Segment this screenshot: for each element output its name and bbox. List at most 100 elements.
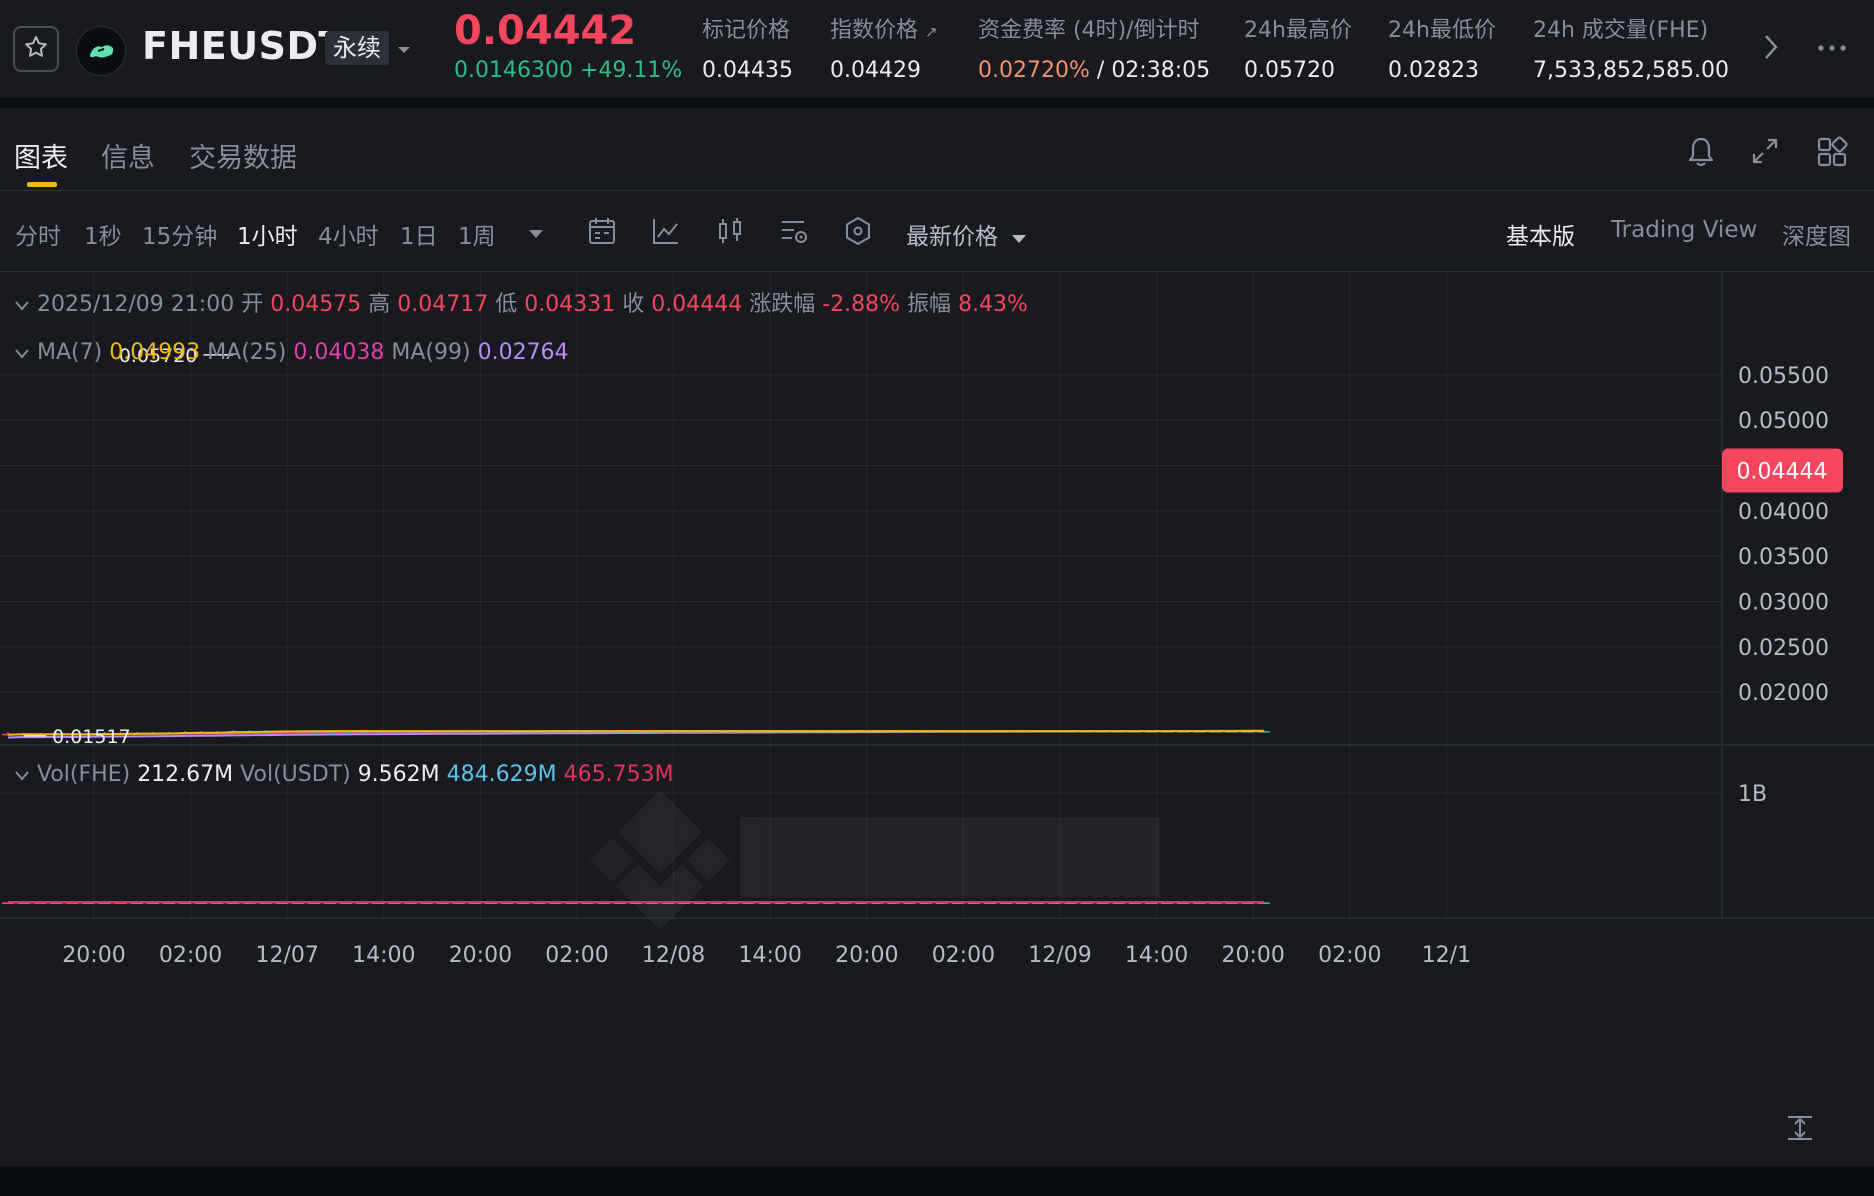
contract-type-badge: 永续 <box>325 31 389 65</box>
time-tick-label: 12/07 <box>255 943 318 968</box>
stat-value: 0.04429 <box>830 58 921 83</box>
price-tick-label: 0.05500 <box>1738 364 1829 389</box>
time-tick-label: 14:00 <box>738 943 801 968</box>
time-tick-label: 14:00 <box>1125 943 1188 968</box>
ma7-polyline <box>7 730 1264 736</box>
ma7-value: 0.04993 <box>109 340 201 365</box>
interval-15m[interactable]: 15分钟 <box>142 224 218 250</box>
candlestick-chart[interactable]: 0.055000.050000.045000.040000.035000.030… <box>0 272 1874 1162</box>
time-tick-label: 02:00 <box>932 943 995 968</box>
legend-high: 0.04717 <box>397 292 489 317</box>
calendar-icon[interactable] <box>586 215 618 251</box>
legend-open-label: 开 <box>241 292 264 317</box>
last-price: 0.04442 <box>454 8 637 54</box>
collapse-caret-icon[interactable] <box>14 762 30 787</box>
time-tick-label: 20:00 <box>835 943 898 968</box>
hexagon-settings-icon[interactable] <box>842 215 874 251</box>
bell-icon[interactable] <box>1686 136 1716 172</box>
stat-value: 0.02720% / 02:38:05 <box>978 58 1210 83</box>
candlestick-type-icon[interactable] <box>714 215 746 251</box>
interval-1w[interactable]: 1周 <box>458 224 496 250</box>
caret-down-icon <box>1012 235 1027 243</box>
caret-down-icon[interactable] <box>397 40 411 59</box>
price-type-select[interactable]: 最新价格 <box>906 217 1027 251</box>
time-tick-label: 12/1 <box>1422 943 1471 968</box>
axes: 0.055000.050000.045000.040000.035000.030… <box>62 364 1829 968</box>
layout-grid-icon[interactable] <box>1816 136 1848 172</box>
funding-countdown: 02:38:05 <box>1111 58 1211 83</box>
coin-logo-icon <box>76 26 126 76</box>
view-tradingview[interactable]: Trading View <box>1611 217 1758 243</box>
legend-amplitude-label: 振幅 <box>907 292 952 317</box>
interval-1d[interactable]: 1日 <box>400 224 438 250</box>
bottom-divider <box>0 1166 1874 1196</box>
collapse-caret-icon[interactable] <box>14 340 30 365</box>
current-price-tag <box>1722 448 1843 493</box>
scale-reset-icon[interactable] <box>1784 1114 1816 1146</box>
ma7-label: MA(7) <box>37 340 103 365</box>
indicator-chart-icon[interactable] <box>650 215 682 251</box>
tab-info[interactable]: 信息 <box>101 143 155 174</box>
time-tick-label: 14:00 <box>352 943 415 968</box>
stat-value: 0.05720 <box>1244 58 1335 83</box>
stat-24h-volume: 24h 成交量(FHE) 7,533,852,585.00 <box>1533 12 1729 83</box>
stat-mark-price: 标记价格 0.04435 <box>702 12 793 83</box>
legend-low: 0.04331 <box>524 292 616 317</box>
legend-change: -2.88% <box>822 292 901 317</box>
tab-chart[interactable]: 图表 <box>14 143 68 174</box>
max-price-label: 0.05720 <box>119 345 198 367</box>
vol-usdt-label: Vol(USDT) <box>240 762 351 787</box>
interval-4h[interactable]: 4小时 <box>318 224 379 250</box>
tab-trading-data[interactable]: 交易数据 <box>189 143 297 174</box>
view-depth[interactable]: 深度图 <box>1782 224 1851 250</box>
chart-settings-icon[interactable] <box>778 215 810 251</box>
time-tick-label: 02:00 <box>159 943 222 968</box>
interval-timeline[interactable]: 分时 <box>15 224 61 250</box>
stat-label-text: 指数价格 <box>830 18 919 43</box>
stat-value: 0.04435 <box>702 58 793 83</box>
vol-fhe-value: 212.67M <box>137 762 234 787</box>
funding-separator: / <box>1096 58 1105 83</box>
min-price-label: 0.01517 <box>52 726 131 748</box>
chart-area[interactable]: 0.055000.050000.045000.040000.035000.030… <box>0 272 1874 1162</box>
time-tick-label: 20:00 <box>449 943 512 968</box>
stat-label: 24h最低价 <box>1388 18 1496 43</box>
time-tick-label: 20:00 <box>62 943 125 968</box>
chart-tabs: 图表 信息 交易数据 <box>0 108 1874 190</box>
symbol-name[interactable]: FHEUSDT <box>142 24 345 68</box>
price-type-label: 最新价格 <box>906 224 998 250</box>
interval-caret-down-icon[interactable] <box>528 224 544 243</box>
expand-icon[interactable] <box>1750 136 1780 170</box>
time-tick-label: 02:00 <box>545 943 608 968</box>
annotations: 0.05720 0.01517 0.04444 <box>24 345 1843 748</box>
chevron-right-icon[interactable] <box>1762 32 1780 66</box>
interval-toolbar: 分时 1秒 15分钟 1小时 4小时 1日 1周 最新价格 基本版 Tradin… <box>0 190 1874 272</box>
favorite-button[interactable] <box>13 26 59 72</box>
collapse-caret-icon[interactable] <box>14 292 30 317</box>
divider <box>0 98 1874 108</box>
interval-1s[interactable]: 1秒 <box>84 224 122 250</box>
vol-ma-b-value: 465.753M <box>563 762 674 787</box>
interval-1h[interactable]: 1小时 <box>237 224 298 250</box>
external-link-icon: ↗ <box>925 23 938 41</box>
view-basic[interactable]: 基本版 <box>1506 224 1575 250</box>
more-icon[interactable] <box>1817 38 1847 57</box>
legend-change-label: 涨跌幅 <box>749 292 816 317</box>
stat-label: 24h 成交量(FHE) <box>1533 18 1709 43</box>
grid-lines <box>0 272 1722 922</box>
stat-24h-high: 24h最高价 0.05720 <box>1244 12 1352 83</box>
vol-usdt-value: 9.562M <box>357 762 440 787</box>
vol-ma-a-value: 484.629M <box>446 762 557 787</box>
time-tick-label: 20:00 <box>1221 943 1284 968</box>
legend-close-label: 收 <box>622 292 645 317</box>
stat-index-price[interactable]: 指数价格 ↗ 0.04429 <box>830 12 938 83</box>
binance-watermark <box>590 790 1160 930</box>
ma25-value: 0.04038 <box>293 340 385 365</box>
time-tick-label: 12/08 <box>642 943 705 968</box>
ma99-label: MA(99) <box>391 340 471 365</box>
price-tick-label: 0.03500 <box>1738 545 1829 570</box>
stat-value: 0.02823 <box>1388 58 1479 83</box>
time-tick-label: 12/09 <box>1028 943 1091 968</box>
legend-close: 0.04444 <box>651 292 743 317</box>
